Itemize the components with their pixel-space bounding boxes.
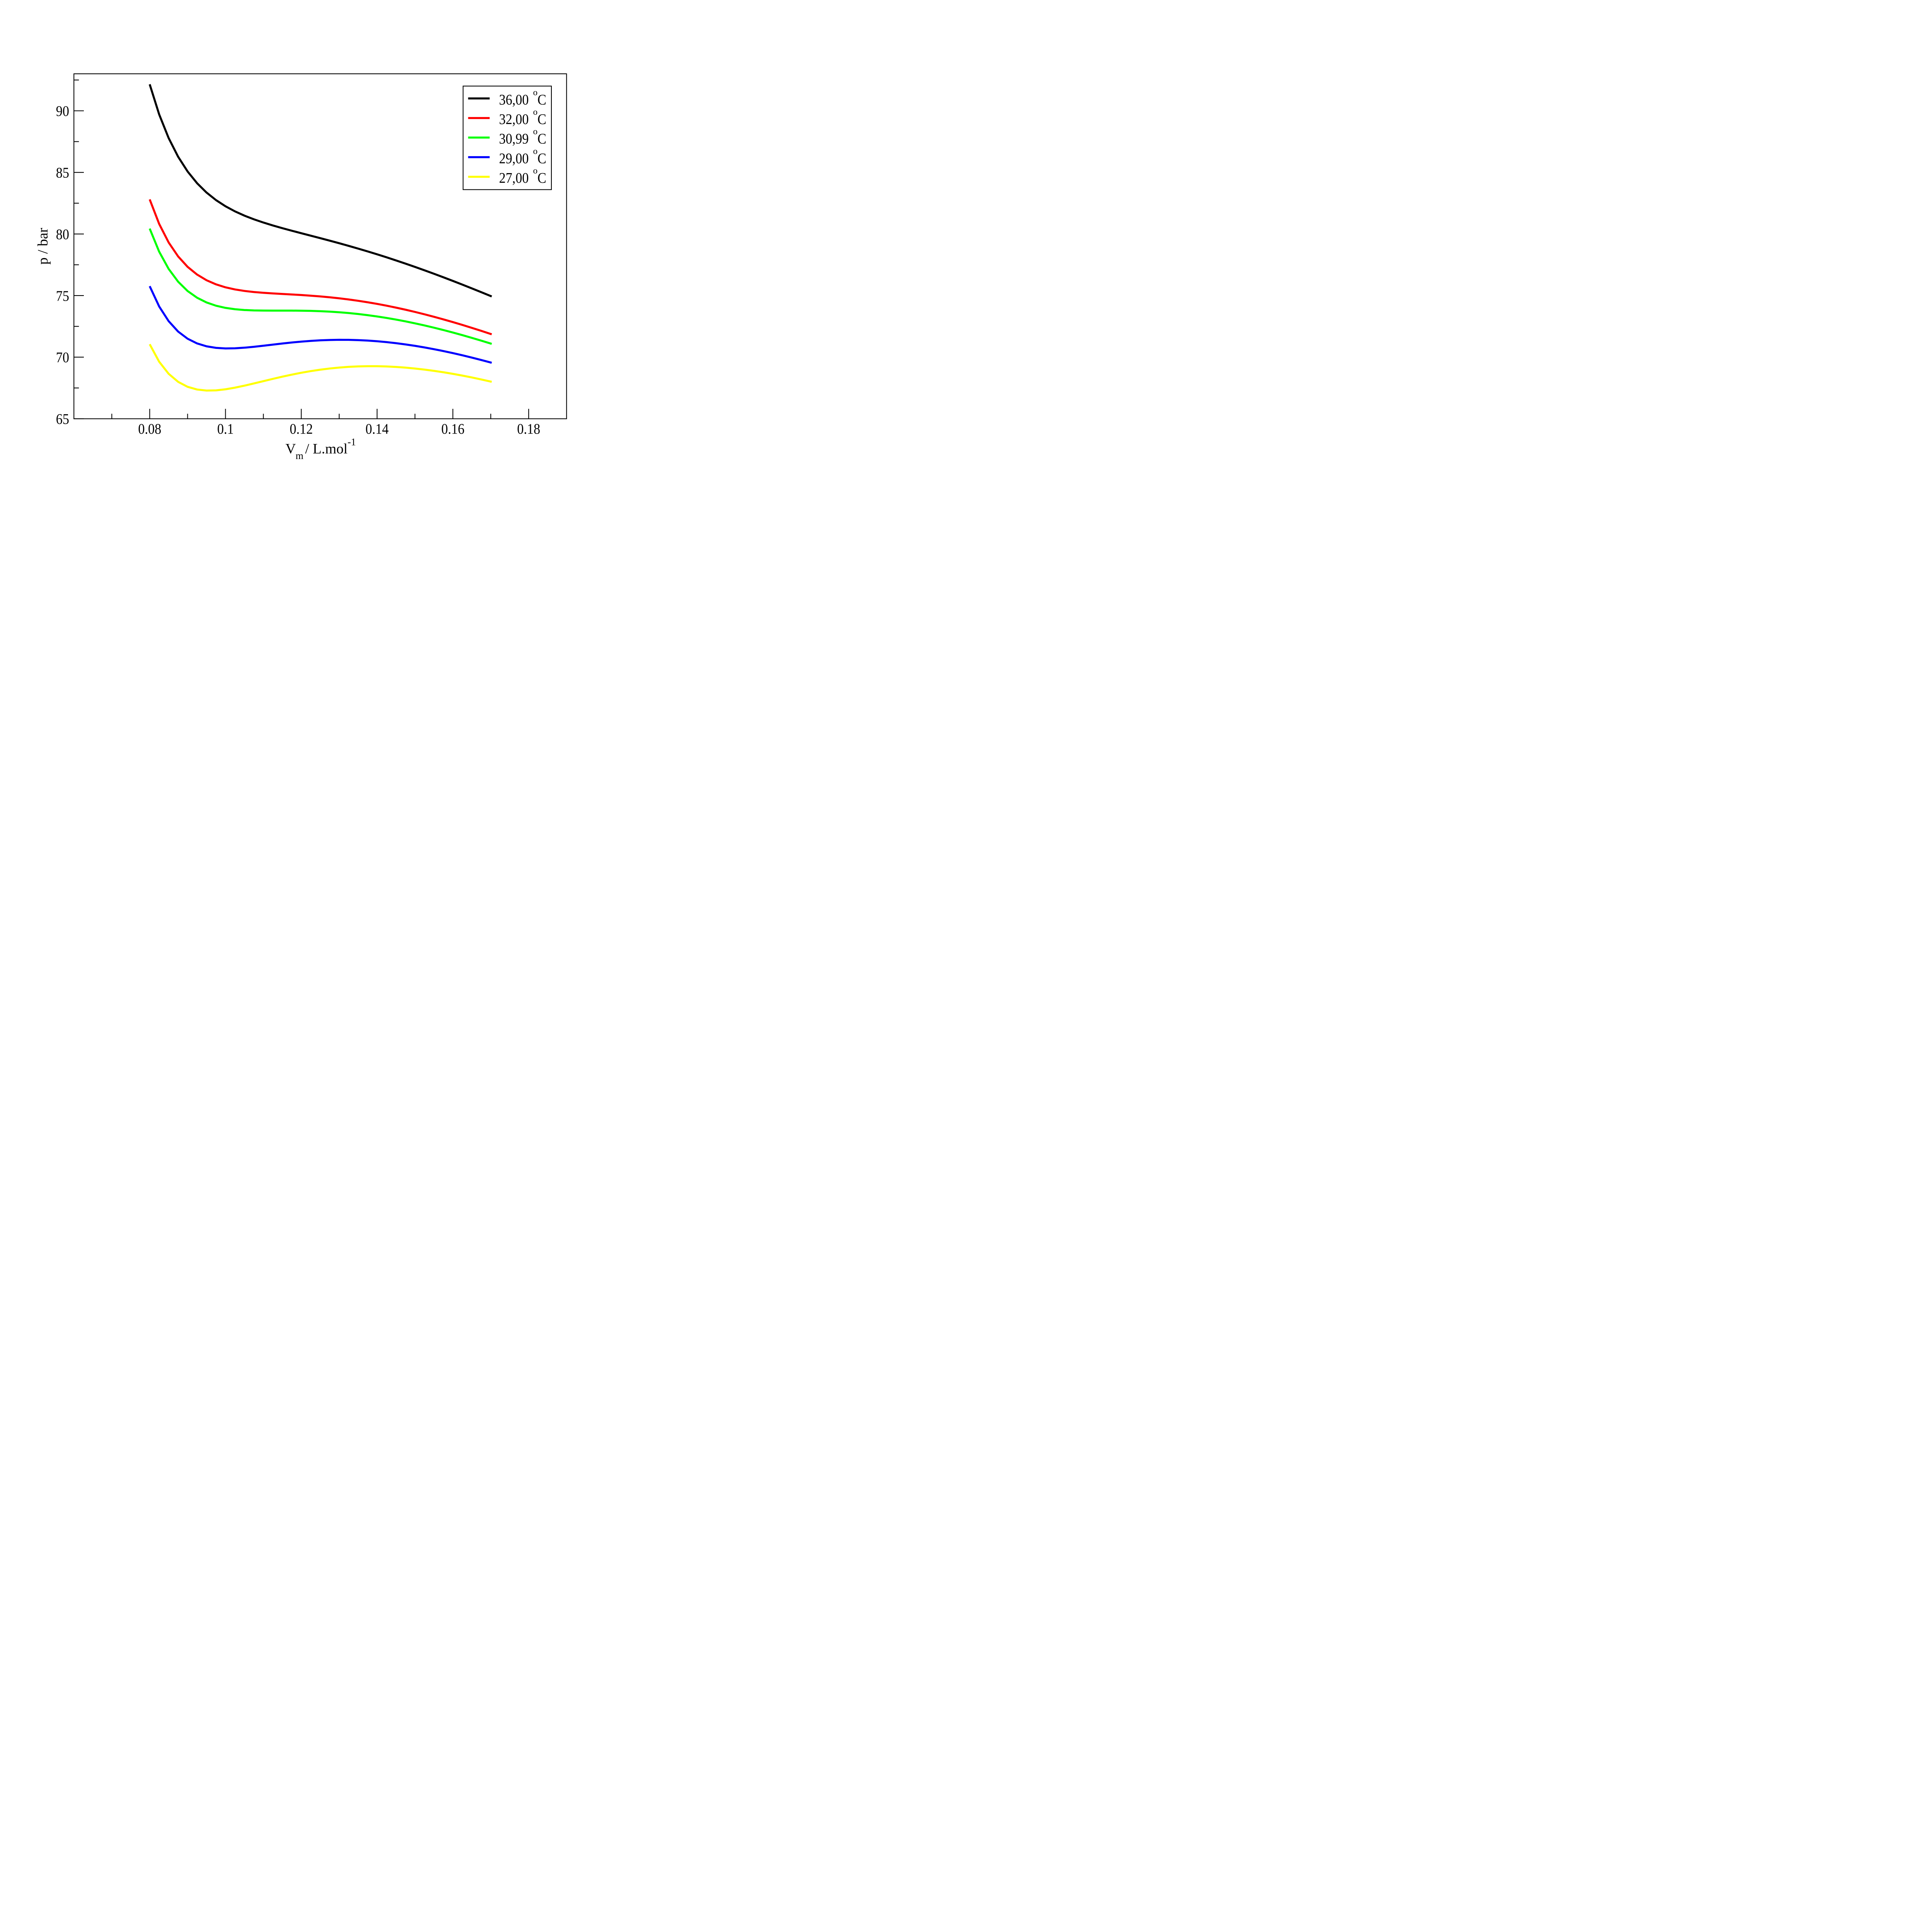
svg-text:m: m <box>296 450 303 461</box>
svg-text:0.08: 0.08 <box>138 421 161 437</box>
svg-text:30,99: 30,99 <box>499 131 529 147</box>
svg-text:0.16: 0.16 <box>441 421 464 437</box>
svg-text:C: C <box>537 111 546 127</box>
svg-text:/ L.mol: / L.mol <box>305 441 348 457</box>
svg-text:p / bar: p / bar <box>35 228 51 265</box>
svg-text:29,00: 29,00 <box>499 150 529 167</box>
svg-text:o: o <box>533 146 538 156</box>
svg-text:85: 85 <box>56 165 69 181</box>
svg-text:C: C <box>537 170 546 186</box>
svg-text:C: C <box>537 150 546 167</box>
svg-text:0.1: 0.1 <box>217 421 234 437</box>
svg-text:0.18: 0.18 <box>517 421 540 437</box>
svg-text:70: 70 <box>56 349 69 366</box>
svg-text:V: V <box>286 441 296 457</box>
svg-text:0.12: 0.12 <box>290 421 313 437</box>
svg-text:0.14: 0.14 <box>366 421 389 437</box>
svg-text:80: 80 <box>56 226 69 242</box>
svg-text:65: 65 <box>56 411 69 427</box>
svg-text:75: 75 <box>56 288 69 304</box>
svg-text:o: o <box>533 107 538 117</box>
svg-text:32,00: 32,00 <box>499 111 529 127</box>
svg-text:o: o <box>533 166 538 176</box>
svg-text:C: C <box>537 92 546 108</box>
svg-text:90: 90 <box>56 103 69 119</box>
svg-text:-1: -1 <box>348 437 356 448</box>
svg-text:o: o <box>533 127 538 137</box>
svg-text:C: C <box>537 131 546 147</box>
svg-text:o: o <box>533 87 538 97</box>
svg-text:36,00: 36,00 <box>499 92 529 108</box>
svg-text:27,00: 27,00 <box>499 170 529 186</box>
